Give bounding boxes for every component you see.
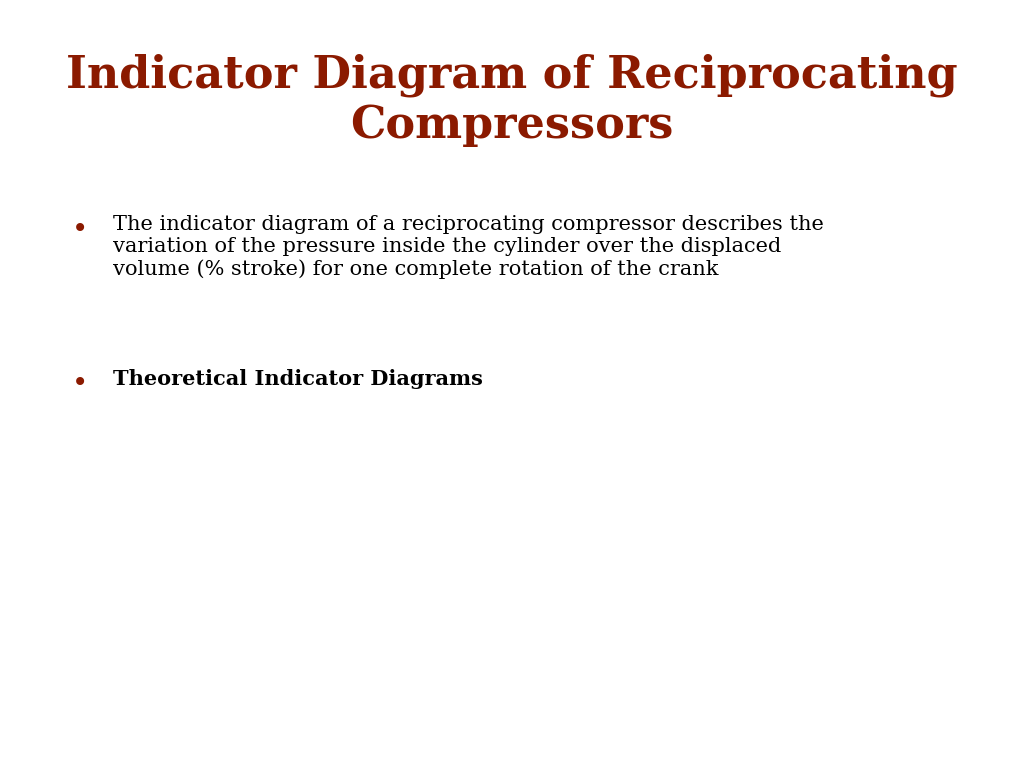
Text: •: •	[72, 369, 88, 396]
Text: $V_{exp}$: $V_{exp}$	[417, 680, 445, 699]
Text: Indicator Diagram of Reciprocating
Compressors: Indicator Diagram of Reciprocating Compr…	[67, 54, 957, 147]
Text: 3: 3	[341, 444, 351, 461]
Text: $V_{cl}$: $V_{cl}$	[302, 517, 322, 533]
Text: $V_{dis}$: $V_{dis}$	[603, 702, 629, 719]
Text: The indicator diagram of a reciprocating compressor describes the
variation of t: The indicator diagram of a reciprocating…	[113, 215, 823, 279]
Text: P (bar): P (bar)	[240, 524, 293, 538]
Text: 4: 4	[494, 584, 505, 601]
Text: •: •	[72, 215, 88, 243]
Text: 2: 2	[818, 444, 828, 461]
Text: $V_{del}$: $V_{del}$	[574, 414, 601, 430]
Text: V (cm³): V (cm³)	[591, 667, 647, 680]
Text: Theoretical Indicator Diagrams: Theoretical Indicator Diagrams	[113, 369, 482, 389]
Text: Figure 6.1 Theoretical Indicator Diagram of a Reciprocating  Compressor: Figure 6.1 Theoretical Indicator Diagram…	[382, 713, 850, 726]
Text: 1: 1	[818, 599, 828, 616]
